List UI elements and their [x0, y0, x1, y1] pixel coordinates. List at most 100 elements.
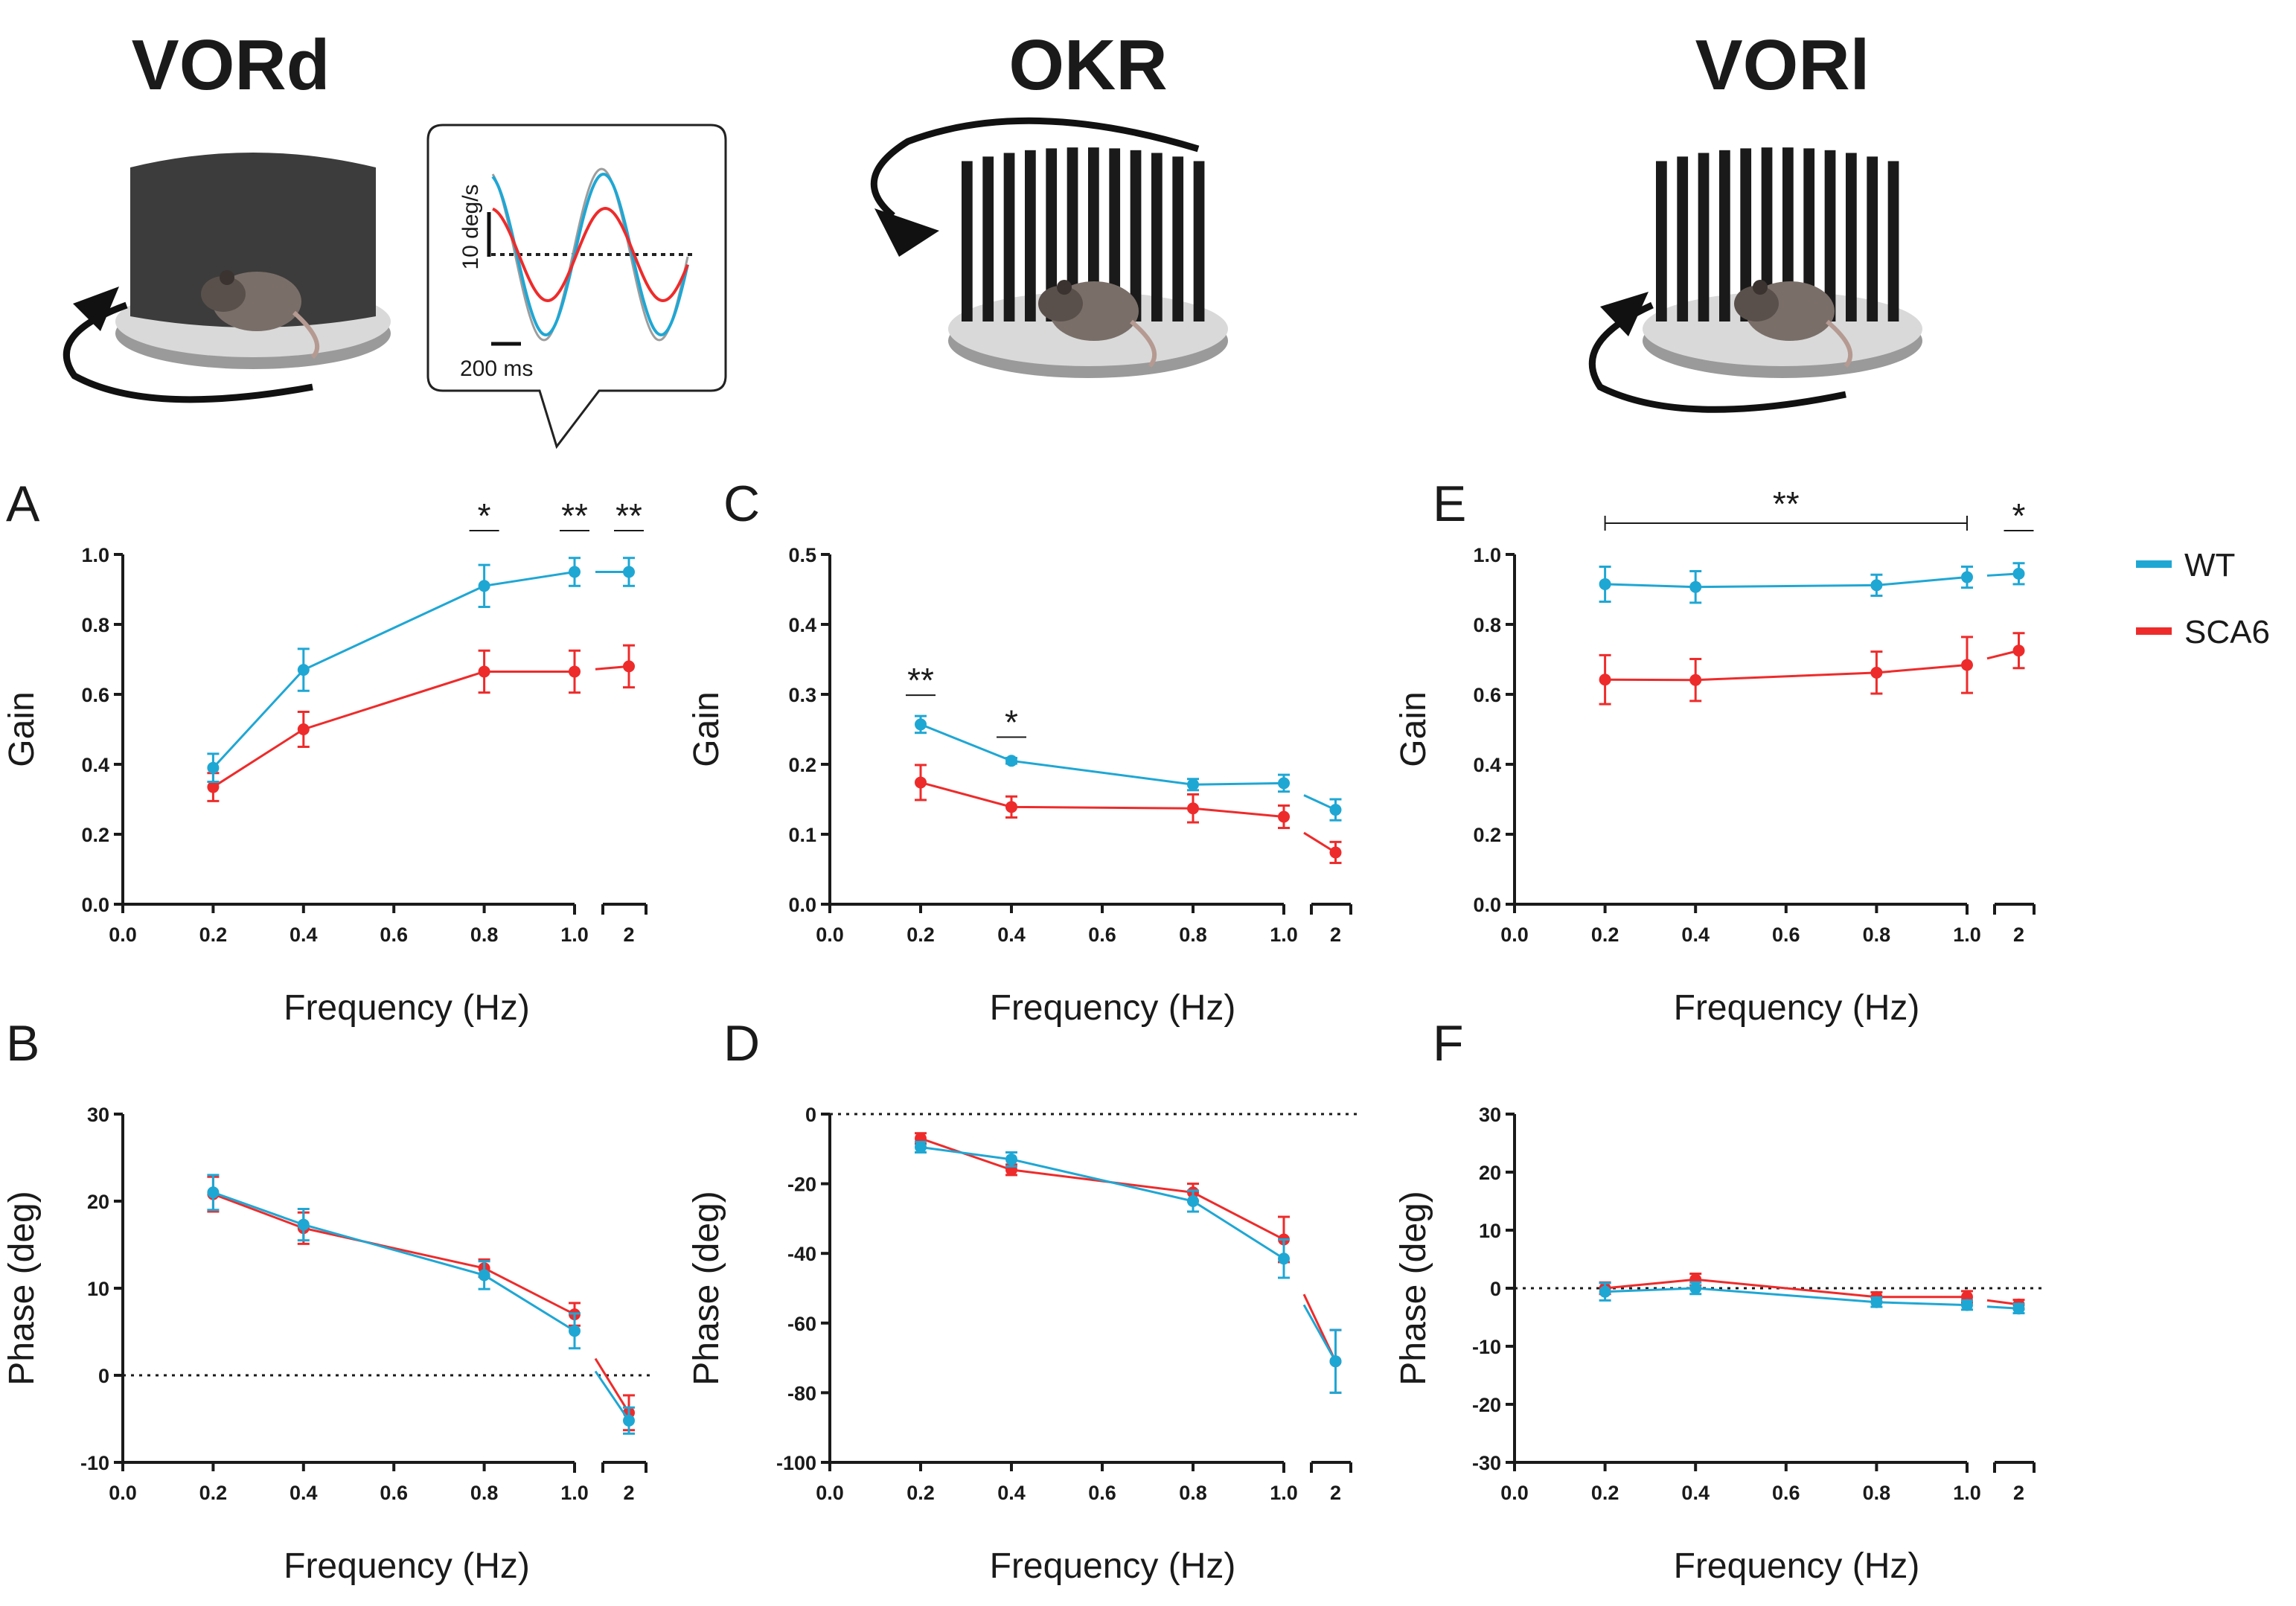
x-tick-label: 0.2 — [906, 924, 935, 946]
y-tick-label: 0.2 — [788, 754, 816, 776]
series-wt — [915, 714, 1342, 822]
panel-label-a: A — [6, 476, 40, 532]
x-tick-label: 0.2 — [199, 924, 228, 946]
drum-stripe — [982, 156, 994, 321]
data-point-sca6 — [1329, 846, 1342, 859]
vori-mouse-icon — [1734, 280, 1853, 368]
x-tick-label: 0.4 — [290, 1482, 318, 1504]
vori-rotation-arrow-icon — [1588, 301, 1846, 413]
okr-rotation-arrow-icon — [870, 117, 1200, 219]
significance-stars: * — [2012, 496, 2026, 535]
inset-trace-sca6 — [492, 206, 689, 303]
y-tick-label: 20 — [1479, 1162, 1501, 1184]
data-point-wt — [623, 566, 635, 578]
y-tick-label: -30 — [1472, 1452, 1501, 1474]
drum-stripe — [1846, 153, 1857, 321]
panel-label-b: B — [6, 1015, 39, 1072]
drum-stripe — [1782, 147, 1794, 321]
series-break-line-wt — [594, 1370, 630, 1421]
y-axis-label: Phase (deg) — [2, 1191, 42, 1386]
data-point-wt — [1689, 1282, 1702, 1294]
data-point-sca6 — [478, 665, 490, 678]
y-tick-label: 1.0 — [1473, 544, 1501, 566]
drum-stripe — [1761, 147, 1773, 321]
significance-stars: ** — [907, 661, 934, 700]
data-point-sca6 — [1278, 810, 1290, 823]
y-tick-label: -20 — [1472, 1394, 1501, 1416]
significance-stars: * — [478, 496, 491, 535]
y-tick-label: 30 — [87, 1104, 109, 1126]
data-point-wt — [1599, 1285, 1611, 1298]
okr-arrowhead-icon — [874, 208, 939, 257]
series-line-wt — [1605, 1287, 1968, 1307]
x-tick-label: 1.0 — [560, 924, 589, 946]
drum-stripe — [1740, 148, 1752, 321]
x-tick-label: 0.2 — [906, 1482, 935, 1504]
y-tick-label: 0.2 — [1473, 824, 1501, 846]
data-point-sca6 — [1961, 659, 1973, 671]
data-point-wt — [915, 718, 927, 731]
data-point-sca6 — [623, 660, 635, 673]
data-point-wt — [569, 1325, 581, 1337]
title-vori: VORl — [1695, 25, 1870, 105]
significance-stars: ** — [1773, 484, 1800, 523]
y-tick-label: 0.5 — [788, 544, 816, 566]
y-tick-label: 0.6 — [81, 684, 109, 706]
y-tick-label: -20 — [787, 1174, 816, 1196]
y-tick-label: 0 — [1490, 1278, 1501, 1300]
data-point-wt — [1329, 1355, 1342, 1368]
x-tick-label-break: 2 — [623, 924, 634, 946]
x-tick-label: 0.4 — [1681, 924, 1710, 946]
x-tick-label: 1.0 — [560, 1482, 589, 1504]
y-axis-label: Phase (deg) — [1394, 1191, 1433, 1386]
data-point-wt — [1278, 777, 1290, 790]
significance-stars: ** — [615, 496, 642, 535]
y-tick-label: -100 — [776, 1452, 816, 1474]
series-sca6 — [1599, 632, 2025, 706]
drum-stripe — [1824, 150, 1836, 321]
data-point-wt — [297, 664, 310, 676]
data-point-wt — [1329, 804, 1342, 816]
x-tick-label: 0.0 — [1500, 924, 1529, 946]
x-axis-label: Frequency (Hz) — [1674, 988, 1920, 1028]
data-point-wt — [207, 761, 220, 774]
inset-xlabel: 200 ms — [460, 356, 533, 381]
y-axis-label: Gain — [687, 691, 726, 767]
x-tick-label: 0.6 — [380, 924, 408, 946]
panel-label-c: C — [723, 476, 760, 532]
y-tick-label: 0.6 — [1473, 684, 1501, 706]
drum-stripe — [1046, 148, 1058, 321]
x-tick-label: 0.8 — [1863, 924, 1891, 946]
vord-drum — [130, 153, 376, 327]
panel-f: F -30 -20 -10 0 10 20 30 0.0 0.2 0.4 0.6 0.8 1.0 2 Freq… — [1394, 1015, 2041, 1586]
data-point-wt — [1870, 1296, 1883, 1308]
y-tick-label: 0.4 — [788, 614, 816, 636]
drum-stripe — [1719, 150, 1730, 321]
x-tick-label: 0.8 — [1179, 924, 1207, 946]
series-wt — [1599, 1281, 2025, 1315]
title-vord: VORd — [132, 25, 330, 105]
y-tick-label: -10 — [1472, 1336, 1501, 1358]
drum-stripe — [1172, 156, 1184, 321]
x-axis-label: Frequency (Hz) — [284, 1546, 530, 1586]
vord-arrowhead-icon — [73, 287, 119, 331]
inset-bubble — [426, 124, 727, 450]
data-point-wt — [207, 1186, 220, 1199]
panel-label-e: E — [1433, 476, 1466, 532]
drum-stripe — [1887, 161, 1899, 321]
okr-mouse-icon — [1038, 280, 1157, 368]
series-line-wt — [920, 723, 1285, 786]
data-point-wt — [569, 566, 581, 578]
y-axis-label: Phase (deg) — [687, 1191, 726, 1386]
y-tick-label: 0.2 — [81, 824, 109, 846]
series-wt — [207, 557, 635, 783]
y-tick-label: 0.1 — [788, 824, 816, 846]
x-tick-label: 0.6 — [1088, 924, 1116, 946]
y-tick-label: 1.0 — [81, 544, 109, 566]
drum-stripe — [1698, 153, 1710, 321]
x-tick-label: 0.0 — [109, 924, 137, 946]
x-tick-label: 1.0 — [1270, 924, 1298, 946]
y-axis-label: Gain — [1394, 691, 1433, 767]
drum-stripe — [1867, 156, 1878, 321]
x-tick-label: 0.8 — [1179, 1482, 1207, 1504]
